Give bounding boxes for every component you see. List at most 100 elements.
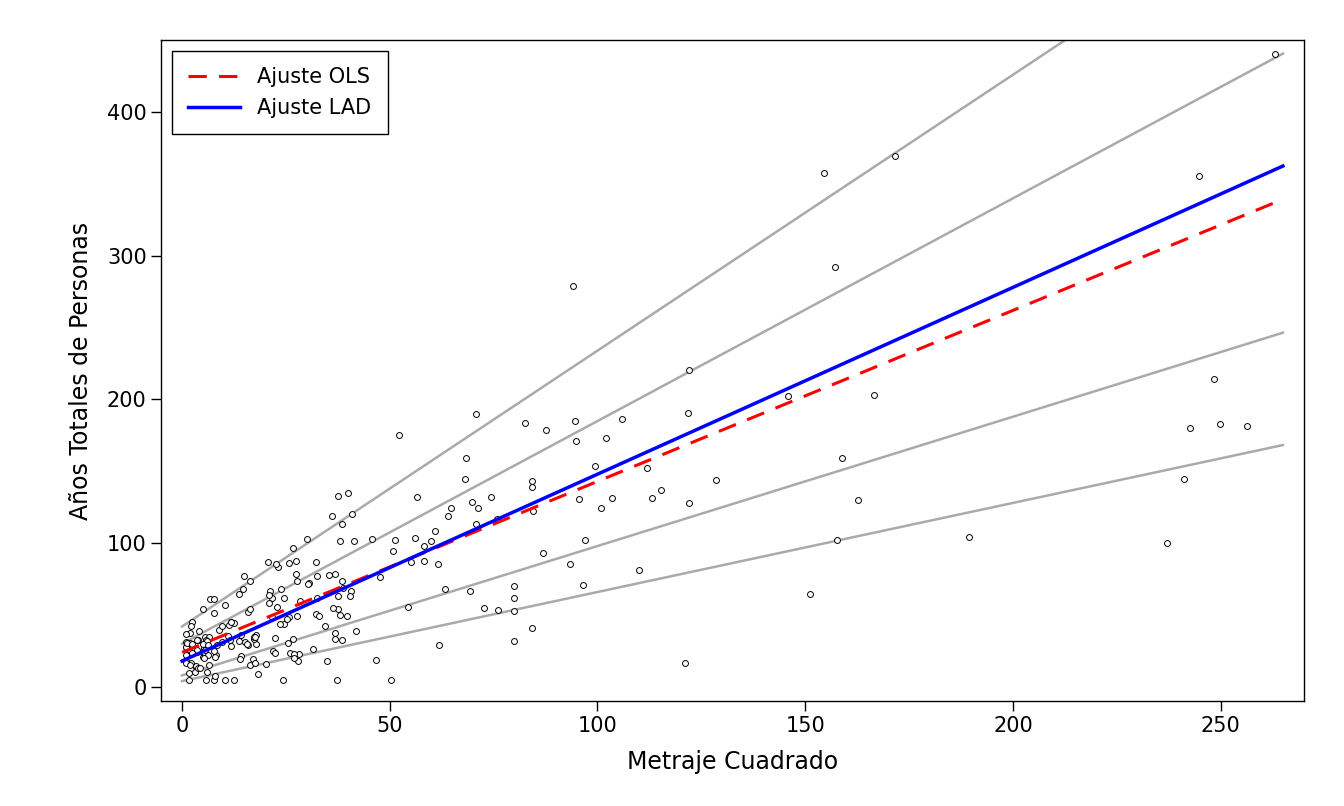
Point [274,592,296,604]
Point [196,665,218,678]
Point [675,657,696,670]
Point [258,596,280,609]
Point [319,568,340,581]
Point [187,646,208,659]
Point [569,492,590,505]
Point [827,534,848,546]
Point [181,616,203,629]
Point [228,634,250,647]
Point [317,654,339,667]
Point [465,517,487,530]
Point [247,668,269,681]
Point [203,644,224,657]
Point [192,646,214,659]
Legend: Ajuste OLS, Ajuste LAD: Ajuste OLS, Ajuste LAD [172,51,388,135]
Point [1173,472,1195,485]
Point [340,584,362,597]
Point [340,590,362,603]
Point [179,673,200,686]
Point [454,473,476,486]
Point [271,673,293,686]
Point [504,592,526,604]
Point [504,580,526,592]
Point [215,673,237,686]
Point [465,407,487,420]
Point [574,534,595,546]
Point [413,555,434,567]
Point [180,638,202,651]
Point [223,617,245,629]
Point [206,649,227,662]
Point [176,657,198,670]
Point [228,587,250,600]
Point [487,513,508,526]
X-axis label: Metraje Cuadrado: Metraje Cuadrado [626,750,839,774]
Point [884,149,906,162]
Point [419,534,441,547]
Point [650,484,672,496]
Point [298,576,320,589]
Point [176,648,198,661]
Point [388,429,410,442]
Point [211,636,233,649]
Point [285,555,306,567]
Point [194,651,215,664]
Point [273,617,294,630]
Point [196,649,218,662]
Point [181,638,203,650]
Point [473,601,495,614]
Point [286,609,308,622]
Point [218,629,239,642]
Point [573,579,594,592]
Point [181,647,203,660]
Point [401,555,422,568]
Point [331,575,352,588]
Point [481,491,503,504]
Point [396,600,418,613]
Point [679,497,700,510]
Point [958,530,980,543]
Point [468,501,489,514]
Point [199,593,220,606]
Point [180,620,202,633]
Point [176,637,198,650]
Point [564,414,586,427]
Point [323,601,344,614]
Point [1203,372,1224,385]
Point [460,585,481,598]
Point [706,474,727,487]
Point [185,659,207,672]
Point [243,652,265,665]
Point [262,610,284,623]
Point [585,459,606,472]
Point [179,642,200,655]
Point [219,634,241,646]
Point [1188,169,1210,182]
Point [325,633,347,646]
Point [521,474,543,487]
Point [277,637,298,650]
Point [305,556,327,569]
Point [423,525,445,538]
Point [329,609,351,621]
Point [184,665,206,678]
Point [198,638,219,651]
Point [263,632,285,645]
Point [239,574,261,587]
Point [288,648,309,661]
Point [296,533,317,546]
Point [176,641,198,654]
Point [1179,422,1200,434]
Point [563,280,585,293]
Point [220,616,242,629]
Point [176,654,198,667]
Point [504,604,526,617]
Point [612,413,633,426]
Point [413,539,434,552]
Point [194,641,215,654]
Point [196,634,218,647]
Point [179,667,200,679]
Point [180,657,202,670]
Point [679,364,700,376]
Point [188,662,210,675]
